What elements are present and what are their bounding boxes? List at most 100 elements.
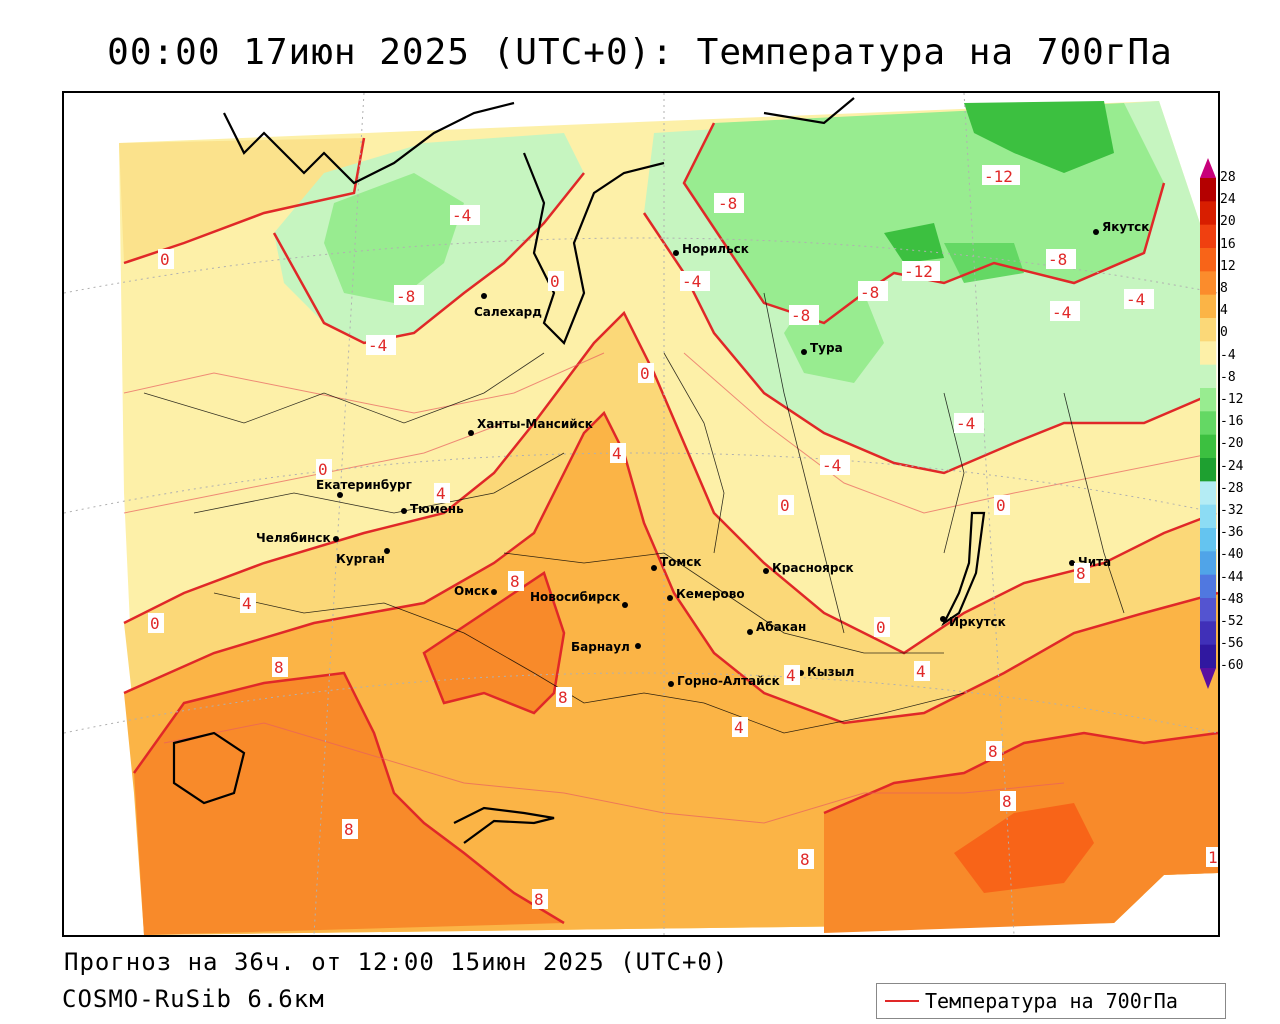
colorbar-segment (1200, 201, 1216, 226)
colorbar-tick-label: -36 (1220, 525, 1244, 541)
city-label: Тюмень (410, 502, 464, 516)
city-label: Норильск (682, 242, 749, 256)
svg-text:-8: -8 (791, 306, 810, 325)
legend: Температура на 700гПа (876, 983, 1226, 1019)
city-label: Ханты-Мансийск (477, 417, 593, 431)
svg-text:8: 8 (344, 820, 354, 839)
svg-text:4: 4 (916, 662, 926, 681)
city-label: Томск (660, 555, 702, 569)
colorbar-tick-label: 4 (1220, 303, 1228, 319)
city-label: Якутск (1102, 220, 1149, 234)
svg-text:-4: -4 (956, 414, 975, 433)
city-label: Красноярск (772, 561, 854, 575)
colorbar-segment (1200, 598, 1216, 622)
svg-text:4: 4 (734, 718, 744, 737)
colorbar-tick-label: 20 (1220, 214, 1236, 230)
svg-text:0: 0 (550, 272, 560, 291)
map-title: 00:00 17июн 2025 (UTC+0): Температура на… (107, 32, 1173, 73)
colorbar-tick-label: -56 (1220, 636, 1244, 652)
colorbar-tick-label: -8 (1220, 369, 1236, 385)
svg-text:-8: -8 (396, 287, 415, 306)
svg-text:-12: -12 (984, 167, 1013, 186)
colorbar-segment (1200, 528, 1216, 552)
colorbar-tick-label: -16 (1220, 414, 1244, 430)
colorbar-segment (1200, 341, 1216, 366)
colorbar-tick-label: 28 (1220, 170, 1236, 185)
svg-text:-4: -4 (1052, 303, 1071, 322)
temperature-map: Якутск Норильск Салехард Тура Ханты-Манс… (62, 91, 1220, 937)
svg-text:8: 8 (1002, 792, 1012, 811)
colorbar-tick-label: -28 (1220, 480, 1244, 496)
colorbar-segment (1200, 458, 1216, 482)
city-label: Омск (454, 584, 489, 598)
svg-text:8: 8 (274, 658, 284, 677)
svg-text:-4: -4 (368, 336, 387, 355)
colorbar-segment (1200, 621, 1216, 646)
svg-text:8: 8 (510, 572, 520, 591)
svg-text:0: 0 (318, 460, 328, 479)
colorbar-segment (1200, 178, 1216, 202)
colorbar-segment (1200, 644, 1216, 669)
colorbar-tick-label: -44 (1220, 569, 1244, 585)
city-label: Кемерово (676, 587, 745, 601)
svg-text:-8: -8 (718, 194, 737, 213)
colorbar-segment (1200, 574, 1216, 599)
colorbar-tick-label: -48 (1220, 591, 1244, 607)
colorbar-tick-label: -32 (1220, 503, 1244, 518)
colorbar-tick-label: -20 (1220, 436, 1244, 452)
colorbar-tick-label: -24 (1220, 458, 1244, 474)
colorbar-segment (1200, 224, 1216, 249)
city-label: Барнаул (571, 640, 630, 654)
colorbar-graphic (1200, 158, 1216, 689)
svg-text:8: 8 (558, 688, 568, 707)
colorbar-segment (1200, 388, 1216, 412)
svg-text:-4: -4 (822, 456, 841, 475)
svg-text:4: 4 (786, 666, 796, 685)
colorbar-segment (1200, 504, 1216, 529)
map-canvas: Якутск Норильск Салехард Тура Ханты-Манс… (64, 93, 1218, 935)
svg-text:0: 0 (640, 364, 650, 383)
svg-text:0: 0 (996, 496, 1006, 515)
city-label: Челябинск (256, 531, 331, 545)
colorbar-segment (1200, 434, 1216, 459)
colorbar-tick-label: -12 (1220, 392, 1244, 407)
colorbar-segment (1200, 271, 1216, 296)
city-label: Курган (336, 552, 385, 566)
city-label: Екатеринбург (316, 478, 412, 492)
colorbar-tick-label: 24 (1220, 192, 1236, 208)
forecast-info: Прогноз на 36ч. от 12:00 15июн 2025 (UTC… (64, 948, 729, 976)
city-markers: Якутск Норильск Салехард Тура Ханты-Манс… (256, 220, 1149, 688)
svg-text:8: 8 (800, 850, 810, 869)
colorbar-segment (1200, 551, 1216, 576)
svg-text:0: 0 (876, 618, 886, 637)
svg-text:0: 0 (160, 250, 170, 269)
svg-text:0: 0 (150, 614, 160, 633)
model-name: COSMO-RuSib 6.6км (62, 985, 325, 1013)
colorbar-segment (1200, 481, 1216, 506)
colorbar-segment (1200, 248, 1216, 272)
colorbar-tick-label: 0 (1220, 325, 1228, 341)
city-label: Тура (810, 341, 843, 355)
colorbar-tick-label: -60 (1220, 658, 1244, 674)
colorbar-segment (1200, 294, 1216, 319)
colorbar-tick-label: 16 (1220, 236, 1236, 252)
colorbar-tick-label: 12 (1220, 258, 1236, 274)
colorbar-tick-label: 8 (1220, 281, 1228, 296)
svg-text:4: 4 (242, 594, 252, 613)
svg-text:-8: -8 (1048, 250, 1067, 269)
city-label: Новосибирск (530, 590, 620, 604)
svg-text:12: 12 (1208, 848, 1218, 867)
colorbar-segment (1200, 411, 1216, 436)
city-label: Салехард (474, 305, 542, 319)
colorbar-tick-label: -4 (1220, 347, 1236, 363)
svg-text:0: 0 (780, 496, 790, 515)
svg-text:-8: -8 (860, 283, 879, 302)
colorbar-segment (1200, 318, 1216, 342)
city-label: Иркутск (949, 615, 1006, 629)
svg-text:4: 4 (436, 484, 446, 503)
city-label: Горно-Алтайск (677, 674, 780, 688)
city-label: Кызыл (807, 665, 854, 679)
svg-text:-4: -4 (452, 206, 471, 225)
city-label: Абакан (756, 620, 806, 634)
svg-text:-4: -4 (682, 272, 701, 291)
